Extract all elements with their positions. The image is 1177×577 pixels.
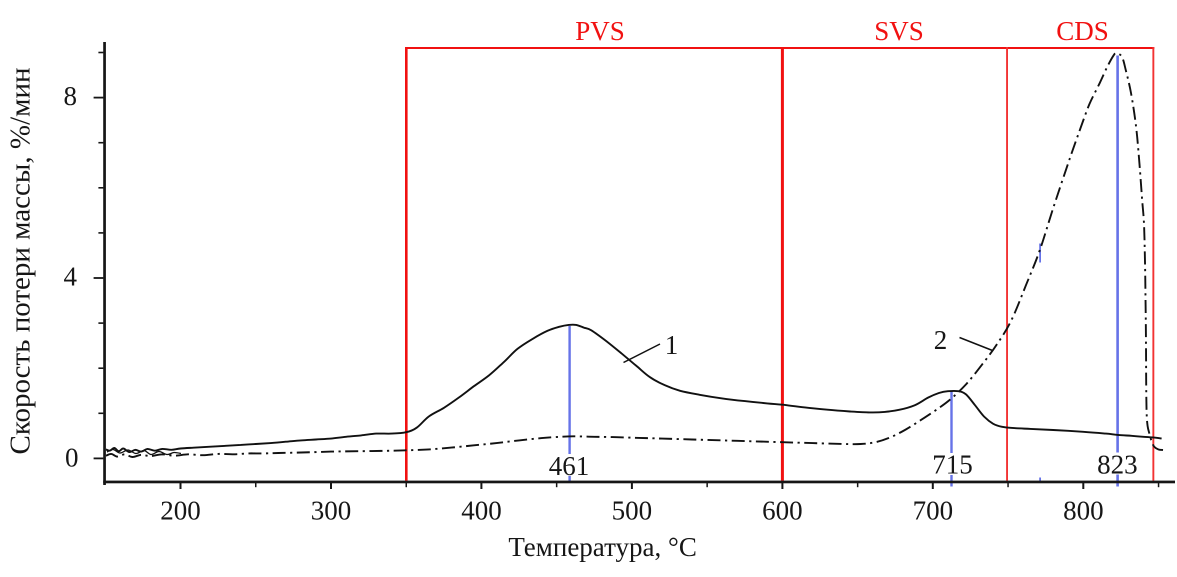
- svg-text:200: 200: [160, 496, 201, 526]
- svg-text:500: 500: [612, 496, 653, 526]
- svg-text:823: 823: [1097, 450, 1138, 480]
- svg-text:Температура, °C: Температура, °C: [508, 532, 697, 562]
- svg-text:700: 700: [913, 496, 954, 526]
- svg-text:CDS: CDS: [1056, 16, 1109, 46]
- svg-text:800: 800: [1063, 496, 1104, 526]
- svg-text:Скорость потери массы, %/мин: Скорость потери массы, %/мин: [5, 67, 37, 454]
- svg-text:715: 715: [932, 450, 973, 480]
- svg-text:400: 400: [461, 496, 502, 526]
- svg-text:PVS: PVS: [575, 16, 625, 46]
- svg-text:SVS: SVS: [874, 16, 924, 46]
- svg-text:8: 8: [64, 81, 78, 111]
- svg-text:2: 2: [934, 325, 948, 355]
- svg-text:4: 4: [64, 262, 78, 292]
- svg-text:0: 0: [65, 443, 79, 473]
- svg-text:300: 300: [311, 496, 352, 526]
- svg-text:600: 600: [762, 496, 803, 526]
- svg-text:461: 461: [549, 451, 590, 481]
- svg-text:1: 1: [665, 330, 679, 360]
